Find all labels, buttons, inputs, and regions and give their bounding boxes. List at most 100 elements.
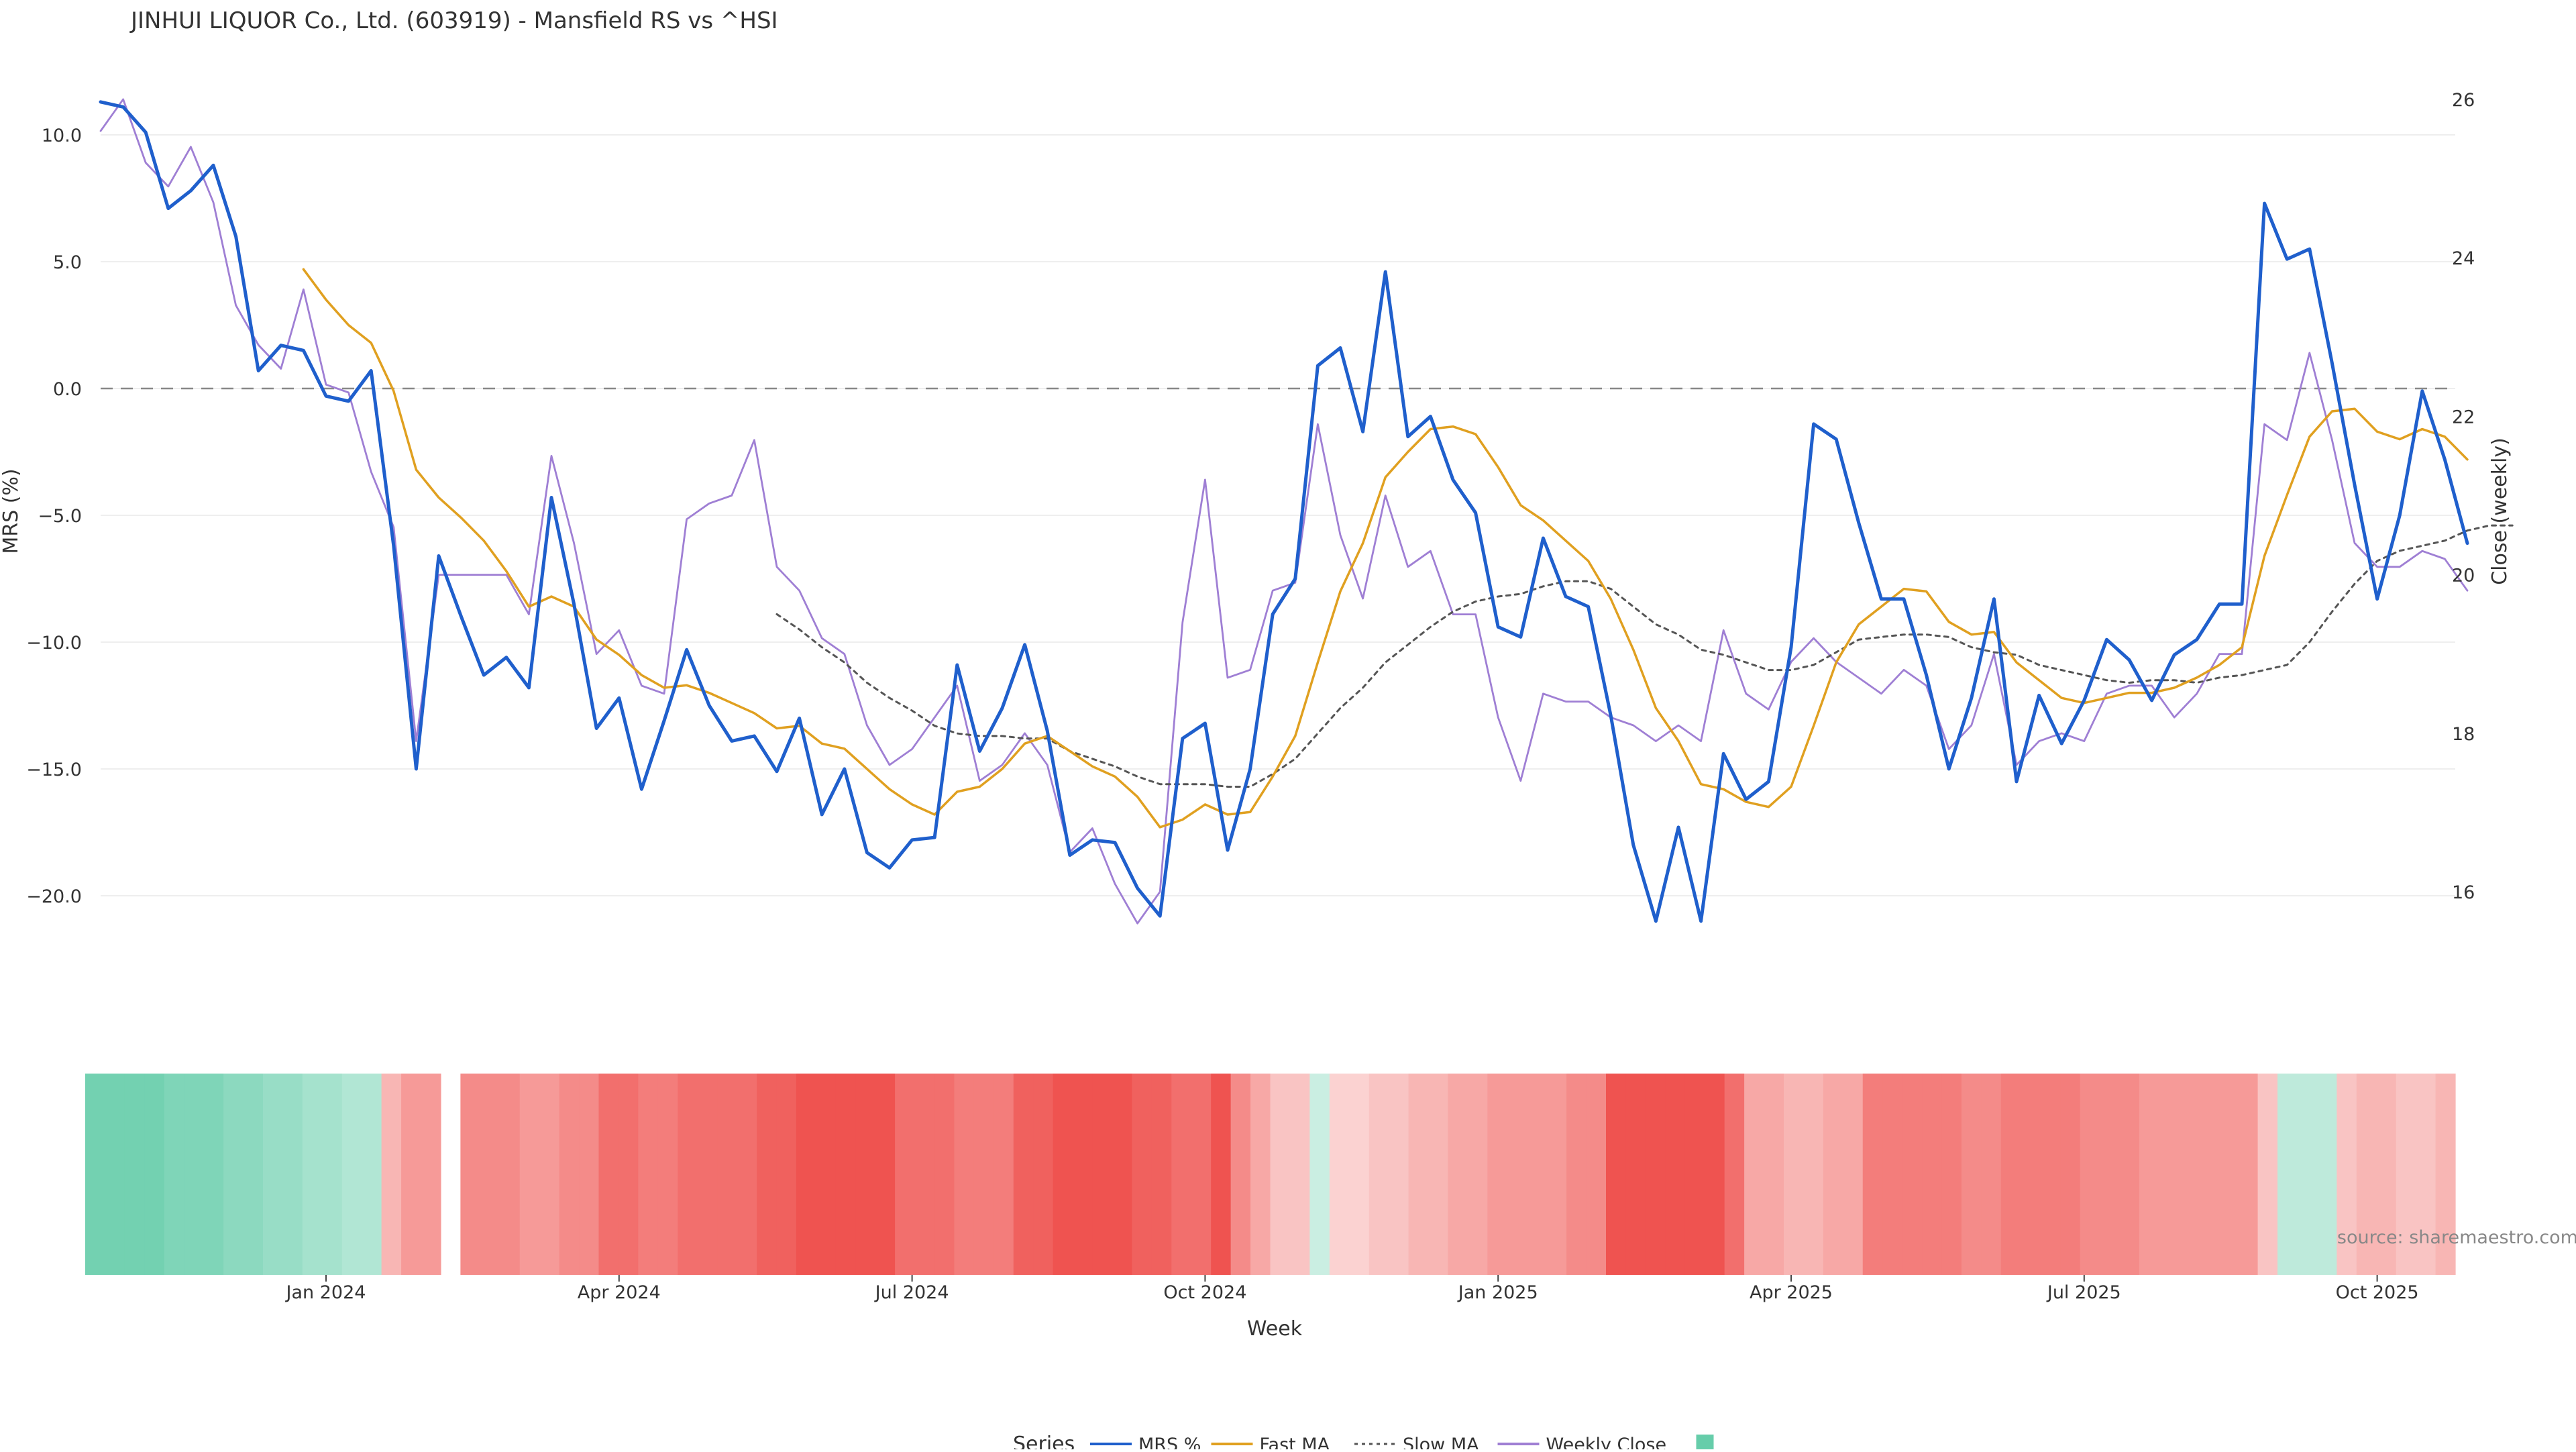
heatmap-cell <box>322 1074 343 1275</box>
heatmap-cell <box>1408 1074 1429 1275</box>
heatmap-cell <box>2159 1074 2180 1275</box>
heatmap-cell <box>2060 1074 2081 1275</box>
heatmap-cell <box>1487 1074 1508 1275</box>
heatmap-cell <box>1250 1074 1271 1275</box>
heatmap-cell <box>678 1074 698 1275</box>
heatmap-cell <box>1882 1074 1903 1275</box>
heatmap-cell <box>618 1074 639 1275</box>
x-tick-label: Jul 2024 <box>874 1282 949 1303</box>
heatmap-cell <box>2000 1074 2021 1275</box>
y-left-axis: 10.0 5.0 0.0 −5.0 −10.0 −15.0 −20.0 <box>26 125 82 907</box>
heatmap-cell <box>757 1074 777 1275</box>
heatmap-cell <box>1191 1074 1212 1275</box>
heatmap-cell <box>1013 1074 1034 1275</box>
heatmap-cell <box>895 1074 916 1275</box>
heatmap-cell <box>164 1074 184 1275</box>
heatmap-cell <box>1941 1074 1962 1275</box>
x-tick-label: Apr 2025 <box>1750 1282 1833 1303</box>
heatmap-cell <box>1349 1074 1370 1275</box>
y-axis-label-right: Close (weekly) <box>2488 437 2512 585</box>
heatmap-cell <box>579 1074 600 1275</box>
heatmap-cell <box>914 1074 935 1275</box>
legend-label: Weekly Close <box>1546 1435 1667 1449</box>
x-tick-label: Jan 2024 <box>285 1282 366 1303</box>
legend-label: Slow MA <box>1403 1435 1479 1449</box>
x-tick-label: Jul 2025 <box>2046 1282 2121 1303</box>
heatmap-cell <box>2396 1074 2416 1275</box>
heatmap-cell <box>1171 1074 1192 1275</box>
heatmap-cell <box>796 1074 816 1275</box>
heatmap-cell <box>1527 1074 1548 1275</box>
series-line-weekly-close <box>99 98 2469 925</box>
heatmap-cell <box>2040 1074 2061 1275</box>
heatmap-cell <box>1981 1074 2002 1275</box>
heatmap-cell <box>1151 1074 1172 1275</box>
heatmap-cell <box>1606 1074 1627 1275</box>
heatmap-cell <box>184 1074 205 1275</box>
chart-title: JINHUI LIQUOR Co., Ltd. (603919) - Mansf… <box>129 7 778 34</box>
heatmap-cell <box>2080 1074 2100 1275</box>
y-right-tick-label: 24 <box>2452 248 2475 269</box>
y-right-tick-label: 16 <box>2452 882 2475 903</box>
heatmap-cell <box>973 1074 994 1275</box>
heatmap-cell <box>2376 1074 2397 1275</box>
heatmap-cell <box>1684 1074 1705 1275</box>
heatmap-cell <box>2257 1074 2278 1275</box>
heatmap-cell <box>1546 1074 1567 1275</box>
heatmap-cell <box>2297 1074 2318 1275</box>
heatmap-cell <box>282 1074 303 1275</box>
heatmap-cell <box>2218 1074 2239 1275</box>
heatmap-cell <box>480 1074 500 1275</box>
x-tick-label: Jan 2025 <box>1457 1282 1538 1303</box>
heatmap-cell <box>2198 1074 2219 1275</box>
heatmap-cell <box>302 1074 323 1275</box>
heatmap-cell <box>1586 1074 1607 1275</box>
legend-label: Fast MA <box>1260 1435 1330 1449</box>
heatmap-cell <box>598 1074 619 1275</box>
heatmap-cell <box>223 1074 244 1275</box>
heatmap-cell <box>1803 1074 1824 1275</box>
heatmap-cell <box>1764 1074 1784 1275</box>
heatmap-cell <box>835 1074 856 1275</box>
heatmap-cell <box>105 1074 125 1275</box>
heatmap-cell <box>2119 1074 2140 1275</box>
y-tick-label: −10.0 <box>26 633 82 654</box>
heatmap-cell <box>2238 1074 2259 1275</box>
heatmap-cell <box>1329 1074 1350 1275</box>
heatmap-cell <box>994 1074 1014 1275</box>
heatmap-cell <box>855 1074 876 1275</box>
heatmap-cell <box>1112 1074 1133 1275</box>
heatmap-cell <box>737 1074 757 1275</box>
heatmap-cell <box>2356 1074 2377 1275</box>
heatmap-cell <box>1645 1074 1666 1275</box>
heatmap-cell <box>2277 1074 2298 1275</box>
heatmap-cell <box>519 1074 540 1275</box>
heatmap-cell <box>2416 1074 2436 1275</box>
heatmap-cell <box>657 1074 678 1275</box>
heatmap-cell <box>697 1074 718 1275</box>
heatmap-cell <box>1448 1074 1468 1275</box>
heatmap-cell <box>144 1074 165 1275</box>
heatmap-cell <box>539 1074 560 1275</box>
heatmap-cell <box>500 1074 521 1275</box>
heatmap-cell <box>381 1074 402 1275</box>
heatmap-cell <box>954 1074 975 1275</box>
heatmap-cell <box>1230 1074 1251 1275</box>
heatmap-cell <box>1467 1074 1488 1275</box>
heatmap-cell <box>934 1074 955 1275</box>
heatmap-cell <box>1823 1074 1843 1275</box>
heatmap-cell <box>1211 1074 1232 1275</box>
y-right-tick-label: 22 <box>2452 407 2475 427</box>
x-tick-label: Apr 2024 <box>578 1282 661 1303</box>
heatmap-cell <box>1428 1074 1449 1275</box>
series-line-fast-ma <box>302 268 2469 829</box>
heatmap-cell <box>717 1074 738 1275</box>
x-tick-label: Oct 2024 <box>1163 1282 1246 1303</box>
heatmap-cell <box>1902 1074 1923 1275</box>
heatmap-cell <box>2435 1074 2456 1275</box>
heatmap-cell <box>1507 1074 1527 1275</box>
heatmap-cell <box>2139 1074 2159 1275</box>
y-tick-label: −5.0 <box>38 506 82 527</box>
y-right-tick-label: 20 <box>2452 566 2475 586</box>
